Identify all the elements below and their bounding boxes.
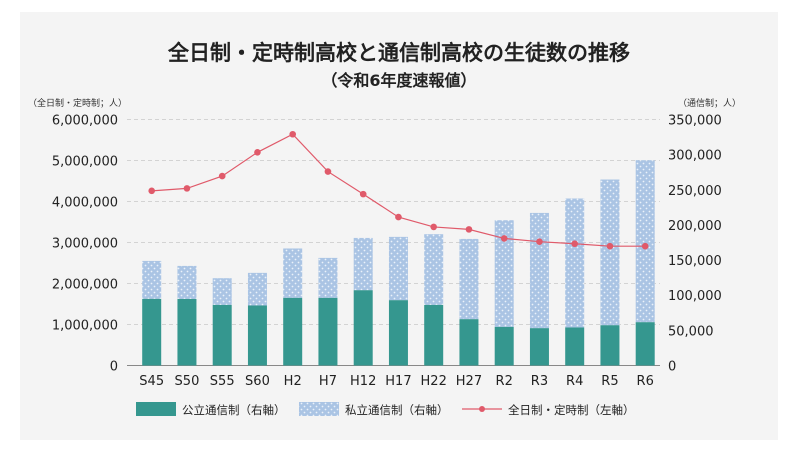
category-label: H17 [385,374,411,389]
point-fulltime-S45 [148,187,155,195]
bar-private-H22 [424,234,444,305]
bar-public-R3 [529,328,549,366]
right-tick-label: 0 [668,360,676,375]
point-fulltime-H22 [430,223,438,231]
category-label: R4 [566,374,583,389]
legend-swatch-public [136,402,176,416]
left-tick-label: 0 [110,360,118,375]
point-fulltime-S60 [254,149,261,156]
point-fulltime-R5 [606,242,614,250]
bar-public-R2 [494,326,514,366]
bar-public-R4 [565,327,585,366]
legend-label-public: 公立通信制（右軸） [182,403,286,417]
bar-private-R2 [494,220,514,327]
left-tick-label: 1,000,000 [52,319,118,334]
bar-private-H17 [388,236,408,301]
bar-private-S55 [212,278,232,305]
bar-public-S50 [177,298,197,366]
category-label: R2 [496,374,513,389]
bar-private-H7 [318,257,338,298]
bar-public-H27 [459,319,479,366]
right-tick-label: 350,000 [668,114,722,129]
category-label: R5 [601,374,618,389]
point-fulltime-H27 [465,226,473,233]
bar-private-H12 [353,237,373,291]
point-fulltime-R3 [536,238,543,245]
bar-private-S60 [247,272,267,306]
category-label: H27 [456,374,482,389]
category-label: S45 [139,374,164,389]
left-tick-label: 6,000,000 [52,114,118,129]
category-label: R3 [531,374,548,389]
bar-private-H27 [459,238,479,320]
point-fulltime-H12 [359,190,367,198]
category-label: H12 [350,374,376,389]
bar-public-R5 [600,325,620,366]
right-axis-label: （通信制；人） [678,97,741,109]
bar-public-S45 [142,298,162,366]
category-label: H7 [319,374,337,389]
right-tick-label: 100,000 [668,289,722,304]
bar-public-H2 [283,297,303,366]
chart-subtitle: （令和6年度速報値） [321,71,476,90]
point-fulltime-S50 [183,185,191,192]
category-label: S50 [175,374,200,389]
right-tick-label: 150,000 [668,254,722,269]
category-label: R6 [637,374,654,389]
left-tick-label: 5,000,000 [52,155,118,170]
point-fulltime-H2 [289,130,297,138]
point-fulltime-H17 [395,213,402,221]
right-tick-label: 250,000 [668,184,722,199]
bar-private-R3 [529,212,549,329]
legend-swatch-private [299,402,339,416]
bar-private-R4 [565,198,585,328]
bar-public-H7 [318,297,338,366]
category-label: H2 [284,374,302,389]
bar-private-S50 [177,265,197,299]
bar-public-H12 [353,290,373,366]
point-fulltime-R2 [500,235,508,242]
category-label: H22 [421,374,447,389]
bar-private-H2 [283,248,303,298]
category-label: S60 [245,374,270,389]
bar-public-R6 [635,322,655,366]
point-fulltime-S55 [218,172,226,180]
legend-marker [479,406,485,412]
right-tick-label: 300,000 [668,149,722,164]
bar-public-H22 [424,304,444,366]
left-tick-label: 2,000,000 [52,278,118,293]
left-tick-label: 4,000,000 [52,196,118,211]
bar-private-R6 [635,160,655,323]
bar-public-S55 [212,304,232,366]
point-fulltime-R6 [641,242,649,250]
left-axis-label: （全日制・定時制；人） [28,97,127,109]
bar-private-S45 [142,260,162,299]
point-fulltime-H7 [324,168,332,175]
left-tick-label: 3,000,000 [52,237,118,252]
bar-public-S60 [247,305,267,366]
bar-private-R5 [600,179,620,326]
right-tick-label: 200,000 [668,219,722,234]
chart-title: 全日制・定時制高校と通信制高校の生徒数の推移 [167,41,630,65]
category-label: S55 [210,374,235,389]
point-fulltime-R4 [571,240,578,248]
legend-label-private: 私立通信制（右軸） [345,403,449,417]
right-tick-label: 50,000 [668,324,714,339]
bar-public-H17 [388,300,408,366]
legend-label-fulltime: 全日制・定時制（左軸） [508,403,635,417]
